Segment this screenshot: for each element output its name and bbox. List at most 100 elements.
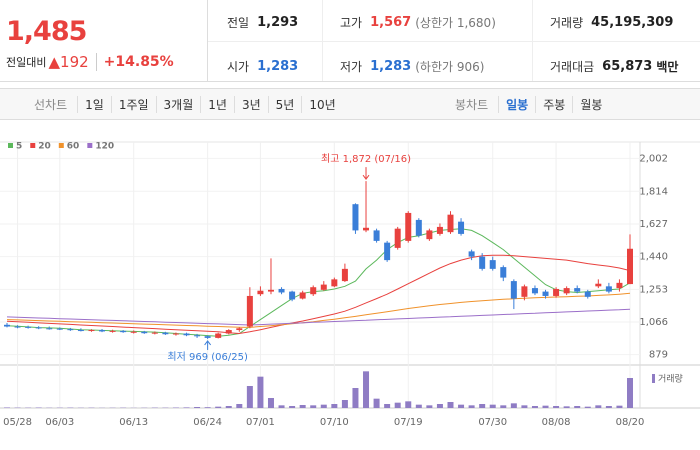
candle-body [584,291,591,297]
group-label: 선차트 [34,97,68,112]
volume-bar [363,371,370,408]
x-tick-label: 07/30 [478,417,507,428]
volume-bar [542,405,549,408]
period-tab[interactable]: 3개월 [155,95,201,113]
stat: 거래량 45,195,309 [550,2,673,42]
volume-bar [405,401,412,408]
volume-bar [310,405,317,408]
x-tick-label: 07/19 [394,417,423,428]
volume-bar [616,405,623,408]
group-label: 봉차트 [455,97,489,112]
legend-swatch [30,143,36,148]
candle-body [35,327,42,329]
volume-bar [289,406,296,408]
volume-bar [595,405,602,408]
candle-body [510,281,517,299]
volume-bar [236,404,243,408]
volume-bar [267,398,274,408]
candle-body [595,283,602,287]
candle-body [109,330,116,332]
candle-body [56,328,63,330]
period-tab[interactable]: 1주일 [110,95,156,113]
candle-body [605,286,612,292]
stat: 거래대금 65,873 백만 [550,46,678,86]
candle-body [341,268,348,282]
volume-bar [531,406,538,408]
stat-unit: 백만 [656,59,679,74]
divider [208,41,700,42]
period-tab[interactable]: 10년 [301,95,342,113]
volume-bar [278,405,285,408]
candle-body [436,226,443,234]
change-label: 전일대비 [6,56,47,69]
annotation: 최고 1,872 (07/16) [321,153,411,165]
legend-swatch [58,143,64,148]
legend-label: 거래량 [658,373,683,385]
candle-body [563,288,570,294]
candle-body [352,204,359,231]
candle-body [257,290,264,295]
volume-bar [373,398,380,408]
candle-body [384,242,391,261]
x-tick-label: 06/13 [119,417,148,428]
candle-body [67,329,74,331]
candle-body [4,324,10,327]
legend-label: 20 [38,142,51,152]
period-tab[interactable]: 주봉 [535,95,572,113]
y-tick-label: 1,253 [639,284,668,295]
x-tick-label: 08/20 [616,417,645,428]
volume-bar [563,406,570,408]
volume-bar [479,404,486,408]
x-tick-label: 06/24 [193,417,222,428]
candle-body [479,256,486,269]
y-tick-label: 2,002 [639,153,668,164]
legend-swatch [8,143,13,148]
stat-value: 45,195,309 [591,14,674,30]
candle-body [46,328,53,330]
candle-body [426,230,433,240]
candle-body [141,331,148,334]
stat-label: 고가 [340,15,363,30]
annotation-arrow [204,340,212,346]
y-tick-label: 1,440 [639,252,668,263]
period-tab[interactable]: 5년 [267,95,302,113]
stat-note: (하한가 906) [415,59,485,74]
candle-body [194,335,201,337]
volume-bar [489,404,496,408]
candle-body [215,333,222,338]
candle-body [489,260,496,269]
volume-bar [225,406,232,408]
legend-swatch [652,374,655,383]
volume-bar [341,400,348,408]
volume-bar [426,405,433,408]
change-rate: +14.85% [103,54,174,70]
moving-average [6,308,631,326]
period-tab[interactable]: 월봉 [572,95,609,113]
candle-body [310,287,317,295]
period-tab[interactable]: 1일 [77,95,111,113]
stat-value: 1,567 [370,14,412,30]
stat-label: 저가 [340,59,363,74]
period-tab[interactable]: 일봉 [498,95,535,113]
volume-bar [605,406,612,408]
volume-bar [257,376,264,408]
volume-bar [4,407,10,408]
x-tick-label: 06/03 [45,417,74,428]
volume-bar [320,404,327,408]
period-tab[interactable]: 1년 [200,95,234,113]
candle-body [447,214,454,233]
volume-bar [415,404,422,408]
candle-body [225,330,232,334]
volume-bar [468,405,475,408]
period-tab[interactable]: 3년 [233,95,268,113]
stat-label: 거래량 [550,15,584,30]
candle-body [574,288,581,292]
candle-body [162,332,169,335]
volume-bar [394,402,401,408]
stat-value: 1,283 [370,58,412,74]
volume-bar [521,405,528,408]
stat: 고가 1,567 (상한가 1,680) [340,2,496,42]
toolbar: 선차트 1일 1주일 3개월 1년 3년 5년 10년 봉차트 일봉 주봉 월봉 [0,88,700,120]
candle-body [405,212,412,241]
candle-body [246,295,253,327]
